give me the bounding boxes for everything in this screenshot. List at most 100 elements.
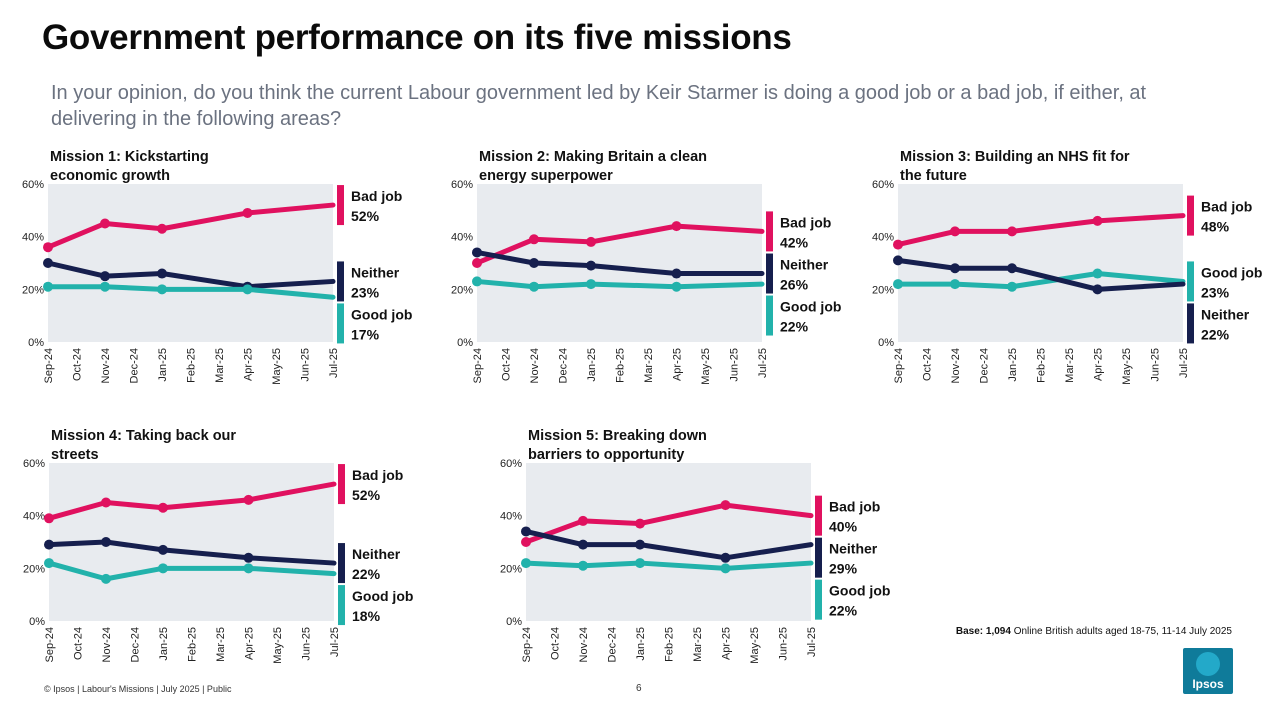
x-tick-label: Nov-24 xyxy=(100,348,112,383)
logo-text: Ipsos xyxy=(1192,677,1224,691)
y-tick-label: 20% xyxy=(500,563,522,575)
series-name-label: Neither xyxy=(829,541,878,557)
data-point-good xyxy=(635,558,645,569)
legend-bar-bad xyxy=(337,185,344,226)
x-tick-label: Sep-24 xyxy=(521,627,533,662)
legend-bar-neither xyxy=(338,543,345,584)
y-tick-label: 20% xyxy=(22,284,44,296)
data-point-good xyxy=(472,276,482,287)
x-tick-label: Jan-25 xyxy=(1007,348,1019,382)
logo-circle-icon xyxy=(1196,652,1220,676)
series-value-label: 17% xyxy=(351,326,380,342)
data-point-good xyxy=(242,284,253,295)
legend-bar-good xyxy=(766,295,773,336)
series-name-label: Bad job xyxy=(780,214,831,230)
base-label: Base: 1,094 xyxy=(955,626,1011,637)
data-point-neither xyxy=(43,258,53,268)
data-point-neither xyxy=(578,539,588,550)
legend-bar-bad xyxy=(815,495,822,536)
data-point-neither xyxy=(100,271,110,282)
x-tick-label: Mar-25 xyxy=(214,348,226,383)
series-value-label: 52% xyxy=(351,208,380,224)
legend-bar-neither xyxy=(766,253,773,294)
series-name-label: Good job xyxy=(780,299,841,315)
data-point-neither xyxy=(521,526,531,537)
x-tick-label: Feb-25 xyxy=(186,348,198,383)
ipsos-logo: Ipsos xyxy=(1183,648,1233,694)
data-point-good xyxy=(243,563,254,574)
chart-svg: 0% 20% 40% 60% Sep-24 Oct-24 Nov-24 Dec-24 Jan-2… xyxy=(872,179,1262,385)
data-point-bad xyxy=(1007,226,1017,237)
plot-area xyxy=(898,184,1183,342)
data-point-neither xyxy=(101,537,111,547)
x-tick-label: Oct-24 xyxy=(922,348,934,381)
data-point-good xyxy=(529,281,539,292)
series-value-label: 18% xyxy=(352,608,381,624)
x-tick-label: Jan-25 xyxy=(158,627,170,661)
legend-bar-bad xyxy=(766,211,773,252)
x-tick-label: Sep-24 xyxy=(893,348,905,383)
y-tick-label: 60% xyxy=(23,458,45,470)
data-point-neither xyxy=(1007,263,1017,274)
data-point-neither xyxy=(671,268,682,279)
chart-svg: 0% 20% 40% 60% Sep-24 Oct-24 Nov-24 Dec-24 Jan-2… xyxy=(500,458,890,664)
data-point-good xyxy=(893,279,903,290)
base-note: Base: 1,094 Online British adults aged 1… xyxy=(956,626,1232,637)
x-tick-label: Jun-25 xyxy=(778,627,790,661)
data-point-good xyxy=(671,281,682,292)
page-title: Government performance on its five missi… xyxy=(42,18,792,57)
data-point-good xyxy=(521,558,531,569)
data-point-good xyxy=(43,281,53,292)
x-tick-label: Apr-25 xyxy=(244,627,256,660)
chart-title: Mission 5: Breaking down barriers to opp… xyxy=(528,428,707,463)
series-name-label: Bad job xyxy=(1201,199,1252,215)
data-point-good xyxy=(101,573,111,584)
data-point-bad xyxy=(578,515,588,526)
x-tick-label: Jan-25 xyxy=(157,348,169,382)
data-point-bad xyxy=(100,218,110,229)
data-point-good xyxy=(1092,268,1103,279)
x-tick-label: May-25 xyxy=(1121,348,1133,385)
x-tick-label: Mar-25 xyxy=(643,348,655,383)
data-point-bad xyxy=(157,223,167,234)
x-tick-label: Feb-25 xyxy=(664,627,676,662)
data-point-bad xyxy=(243,494,254,505)
series-value-label: 42% xyxy=(780,234,809,250)
chart-mission-1: Mission 1: Kickstarting economic growth … xyxy=(22,148,460,408)
data-point-bad xyxy=(635,518,645,529)
series-name-label: Neither xyxy=(351,264,400,280)
x-tick-label: Sep-24 xyxy=(43,348,55,383)
x-tick-label: Apr-25 xyxy=(672,348,684,381)
plot-area xyxy=(477,184,762,342)
chart-svg: 0% 20% 40% 60% Sep-24 Oct-24 Nov-24 Dec-24 Jan-2… xyxy=(22,179,412,385)
x-tick-label: May-25 xyxy=(749,627,761,664)
series-name-label: Good job xyxy=(829,583,890,599)
data-point-bad xyxy=(158,502,168,513)
y-tick-label: 20% xyxy=(451,284,473,296)
series-value-label: 29% xyxy=(829,561,858,577)
legend-bar-good xyxy=(337,303,344,344)
y-tick-label: 0% xyxy=(28,337,44,349)
y-tick-label: 0% xyxy=(457,337,473,349)
x-tick-label: Oct-24 xyxy=(550,627,562,660)
series-name-label: Bad job xyxy=(829,499,880,515)
x-tick-label: Jul-25 xyxy=(806,627,818,657)
y-tick-label: 40% xyxy=(872,232,894,244)
data-point-neither xyxy=(157,268,167,279)
series-name-label: Neither xyxy=(1201,306,1250,322)
legend-bar-neither xyxy=(1187,303,1194,344)
data-point-neither xyxy=(893,255,903,266)
chart-mission-3: Mission 3: Building an NHS fit for the f… xyxy=(872,148,1280,408)
y-tick-label: 60% xyxy=(500,458,522,470)
x-tick-label: Feb-25 xyxy=(615,348,627,383)
data-point-neither xyxy=(529,258,539,268)
x-tick-label: Mar-25 xyxy=(1064,348,1076,383)
series-value-label: 22% xyxy=(780,319,809,335)
data-point-good xyxy=(100,281,110,292)
x-tick-label: Nov-24 xyxy=(950,348,962,383)
data-point-neither xyxy=(243,552,254,563)
data-point-bad xyxy=(44,513,54,524)
chart-mission-5: Mission 5: Breaking down barriers to opp… xyxy=(500,427,938,687)
y-tick-label: 40% xyxy=(23,511,45,523)
data-point-good xyxy=(1007,281,1017,292)
